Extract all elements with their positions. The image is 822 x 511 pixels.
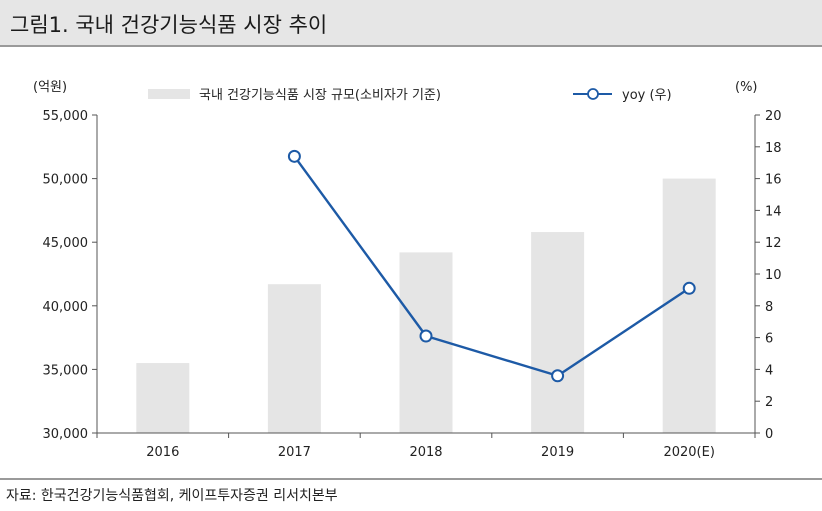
y-right-unit-label: (%) [735,80,758,95]
y-right-tick-label: 16 [765,173,782,188]
y-right-tick-label: 10 [765,268,782,283]
legend-line-marker [587,88,599,100]
chart: 30,000 35,000 40,000 45,000 50,000 55,000 0 2 4 6… [33,80,782,460]
yoy-point-2020(E) [682,281,696,295]
y-right-tick-label: 12 [765,236,782,251]
y-left-tick-label: 35,000 [43,363,89,378]
yoy-line [293,155,690,377]
bar-2016 [136,363,190,433]
y-left-tick-label: 55,000 [43,109,89,124]
yoy-point-2019 [551,369,565,383]
y-right-tick-label: 6 [765,332,773,347]
bar-2018 [399,252,453,433]
bar-2019 [531,232,585,433]
y-right-tick-label: 18 [765,141,782,156]
y-left-tick-label: 50,000 [43,173,89,188]
legend-bar-swatch [148,89,190,99]
x-tick-label: 2018 [409,445,442,460]
y-left-tick-label: 40,000 [43,300,89,315]
yoy-point-2017 [287,149,301,163]
y-left-unit-label: (억원) [33,80,67,95]
title-bar: 그림1. 국내 건강기능식품 시장 추이 [0,0,822,47]
y-right-tick-label: 0 [765,427,773,442]
x-tick-label: 2017 [278,445,311,460]
y-left-tick-label: 30,000 [43,427,89,442]
yoy-point-2018 [419,329,433,343]
bar-2020(E) [662,178,716,433]
y-right-tick-label: 14 [765,204,782,219]
source-note: 자료: 한국건강기능식품협회, 케이프투자증권 리서치본부 [6,488,338,504]
bottom-rule [0,478,822,480]
x-tick-label: 2020(E) [663,445,714,460]
legend-bar-label: 국내 건강기능식품 시장 규모(소비자가 기준) [199,88,441,103]
figure-title: 그림1. 국내 건강기능식품 시장 추이 [10,13,328,37]
y-right-tick-label: 20 [765,109,782,124]
line-layer [287,149,696,383]
legend: 국내 건강기능식품 시장 규모(소비자가 기준) yoy (우) [148,88,672,103]
legend-line-label: yoy (우) [622,88,672,103]
x-tick-label: 2016 [146,445,179,460]
axes-layer: 30,000 35,000 40,000 45,000 50,000 55,000 0 2 4 6… [43,109,782,460]
x-tick-label: 2019 [541,445,574,460]
bar-2017 [267,284,321,433]
y-right-tick-label: 4 [765,363,773,378]
y-left-tick-label: 45,000 [43,236,89,251]
bars-layer [136,178,716,433]
y-right-tick-label: 8 [765,300,773,315]
y-right-tick-label: 2 [765,395,773,410]
